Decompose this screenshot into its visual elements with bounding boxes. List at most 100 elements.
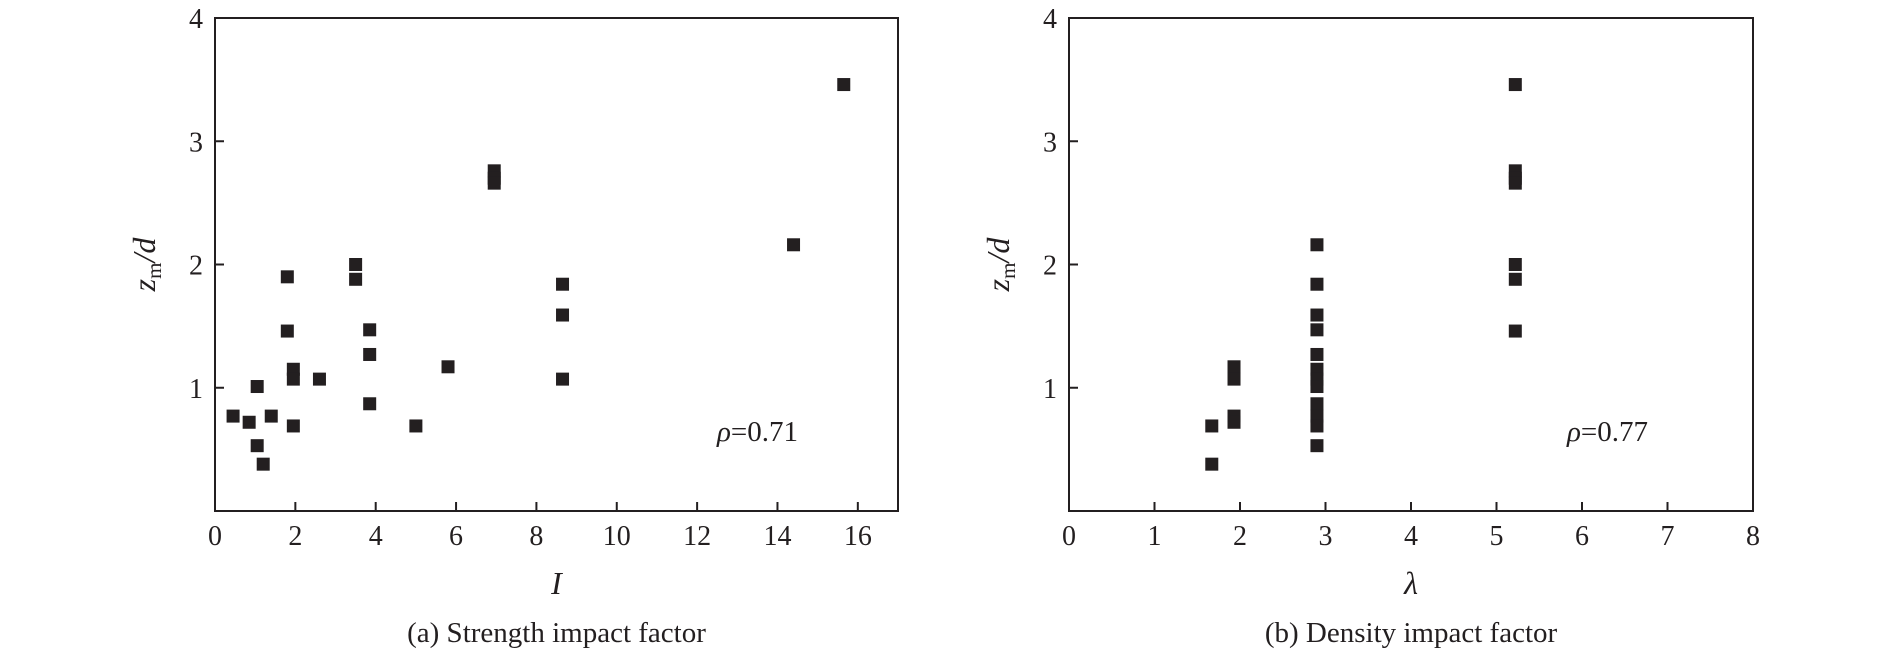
- x-tick-label: 4: [1404, 521, 1418, 552]
- y-tick-label: 4: [189, 4, 203, 35]
- data-point: [441, 360, 455, 374]
- data-point: [1227, 372, 1241, 386]
- data-point: [1205, 457, 1219, 471]
- x-tick-label: 16: [844, 521, 872, 552]
- y-tick-label: 4: [1043, 4, 1057, 35]
- x-tick-label: 8: [1746, 521, 1760, 552]
- correlation-annotation: ρ=0.77: [1566, 416, 1648, 448]
- data-point: [1310, 308, 1324, 322]
- x-tick-label: 14: [763, 521, 791, 552]
- x-axis-label: λ: [1403, 565, 1418, 601]
- x-axis-ticks: 0 2 4 6 8 10 12 14 16: [208, 502, 872, 552]
- data-point: [1310, 439, 1324, 453]
- y-axis-ticks: 1 2 3 4: [189, 4, 224, 405]
- y-tick-label: 1: [1043, 374, 1057, 405]
- x-tick-label: 1: [1148, 521, 1162, 552]
- data-point: [1310, 419, 1324, 433]
- data-point: [1508, 176, 1522, 190]
- x-tick-label: 2: [288, 521, 302, 552]
- panel-caption: (a) Strength impact factor: [407, 617, 706, 649]
- rho-symbol: ρ: [1566, 416, 1581, 448]
- x-tick-label: 6: [1575, 521, 1589, 552]
- data-point: [409, 419, 423, 433]
- y-tick-label: 1: [189, 374, 203, 405]
- x-axis-ticks: 0 1 2 3 4 5 6 7 8: [1062, 502, 1760, 552]
- data-point: [487, 176, 501, 190]
- y-tick-label: 3: [1043, 127, 1057, 158]
- x-tick-label: 0: [208, 521, 222, 552]
- y-tick-label: 2: [189, 251, 203, 282]
- panel-caption: (b) Density impact factor: [1265, 617, 1558, 649]
- data-point: [256, 457, 270, 471]
- data-point: [1205, 419, 1219, 433]
- data-point: [1310, 380, 1324, 394]
- data-point: [1310, 323, 1324, 337]
- data-point: [1310, 362, 1324, 376]
- correlation-annotation: ρ=0.71: [716, 416, 798, 448]
- data-point: [1310, 277, 1324, 291]
- data-points: [226, 78, 851, 471]
- data-point: [250, 380, 264, 394]
- data-point: [280, 270, 294, 284]
- x-tick-label: 6: [449, 521, 463, 552]
- y-axis-label: zm/d: [980, 237, 1020, 293]
- data-point: [363, 397, 377, 411]
- data-point: [286, 362, 300, 376]
- y-tick-label: 2: [1043, 251, 1057, 282]
- rho-value: =0.77: [1581, 416, 1648, 448]
- data-point: [286, 419, 300, 433]
- data-point: [363, 347, 377, 361]
- data-point: [1310, 409, 1324, 423]
- x-tick-label: 0: [1062, 521, 1076, 552]
- data-point: [363, 323, 377, 337]
- x-axis-label: I: [550, 565, 563, 601]
- data-point: [787, 238, 801, 252]
- x-tick-label: 3: [1319, 521, 1333, 552]
- data-point: [1227, 360, 1241, 374]
- data-points: [1205, 78, 1522, 471]
- data-point: [1310, 397, 1324, 411]
- data-point: [1508, 78, 1522, 92]
- y-label-main: z: [980, 278, 1016, 292]
- y-label-main: z: [126, 278, 162, 292]
- panel-b-density-impact-factor: 1 2 3 4 0 1 2 3 4 5 6 7 8 ρ=0.77 λ zm/d (b) Density…: [980, 4, 1760, 649]
- data-point: [556, 308, 570, 322]
- y-label-subscript: m: [142, 263, 166, 279]
- x-tick-label: 2: [1233, 521, 1247, 552]
- data-point: [280, 324, 294, 338]
- data-point: [226, 409, 240, 423]
- y-axis-ticks: 1 2 3 4: [1043, 4, 1078, 405]
- data-point: [264, 409, 278, 423]
- data-point: [1310, 238, 1324, 252]
- data-point: [312, 372, 326, 386]
- data-point: [349, 258, 363, 271]
- x-tick-label: 12: [683, 521, 711, 552]
- data-point: [837, 78, 851, 92]
- rho-value: =0.71: [731, 416, 798, 448]
- data-point: [250, 439, 264, 453]
- y-label-tail: /d: [980, 237, 1016, 265]
- data-point: [1310, 347, 1324, 361]
- x-tick-label: 7: [1661, 521, 1675, 552]
- data-point: [1508, 258, 1522, 271]
- plot-frame: [1068, 17, 1754, 512]
- data-point: [286, 372, 300, 386]
- data-point: [1508, 272, 1522, 286]
- data-point: [556, 372, 570, 386]
- x-tick-label: 10: [603, 521, 631, 552]
- data-point: [349, 272, 363, 286]
- data-point: [556, 277, 570, 291]
- y-label-tail: /d: [126, 237, 162, 265]
- x-tick-label: 8: [529, 521, 543, 552]
- data-point: [242, 415, 256, 429]
- y-axis-label: zm/d: [126, 237, 166, 293]
- y-tick-label: 3: [189, 127, 203, 158]
- x-tick-label: 4: [369, 521, 383, 552]
- data-point: [1508, 324, 1522, 338]
- y-label-subscript: m: [996, 263, 1020, 279]
- x-tick-label: 5: [1490, 521, 1504, 552]
- data-point: [1227, 415, 1241, 429]
- rho-symbol: ρ: [716, 416, 731, 448]
